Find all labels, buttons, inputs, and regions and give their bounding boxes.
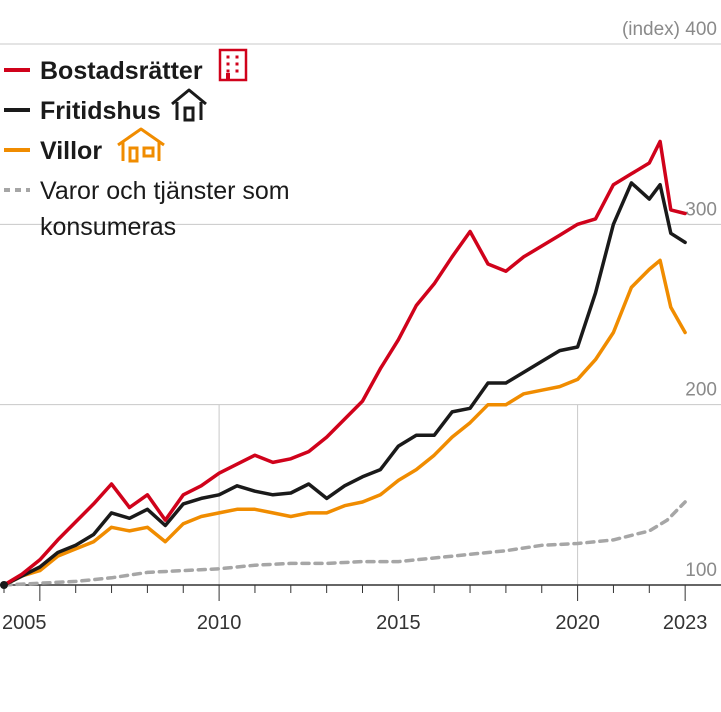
y-tick-label: (index) 400 xyxy=(622,19,717,40)
x-axis: 2005 2010 2015 2020 2023 xyxy=(0,584,721,634)
x-tick-label: 2005 xyxy=(2,612,47,634)
series-line-2 xyxy=(2,258,687,587)
origin-dot xyxy=(0,581,8,589)
series-line-3 xyxy=(2,500,687,587)
series-line-1 xyxy=(2,181,687,587)
x-tick-label: 2010 xyxy=(197,612,242,634)
legend-label: Bostadsrätter xyxy=(40,57,203,85)
series-lines xyxy=(0,139,687,589)
villa-icon xyxy=(117,127,165,163)
y-tick-label: 200 xyxy=(685,380,717,401)
legend-label: Varor och tjänster som konsumeras xyxy=(40,177,290,241)
series-line-0 xyxy=(2,139,687,587)
y-tick-label: 300 xyxy=(685,199,717,220)
legend-label: Villor xyxy=(40,137,102,165)
legend-label: Fritidshus xyxy=(40,97,161,125)
x-tick-label: 2020 xyxy=(555,612,600,634)
x-tick-label: 2023 xyxy=(663,612,708,634)
house-icon xyxy=(171,88,207,122)
y-tick-label: 100 xyxy=(685,560,717,581)
apartment-building-icon xyxy=(218,48,248,82)
x-tick-label: 2015 xyxy=(376,612,421,634)
legend: Bostadsrätter Fritidshus Villor Varor och t… xyxy=(4,48,290,241)
